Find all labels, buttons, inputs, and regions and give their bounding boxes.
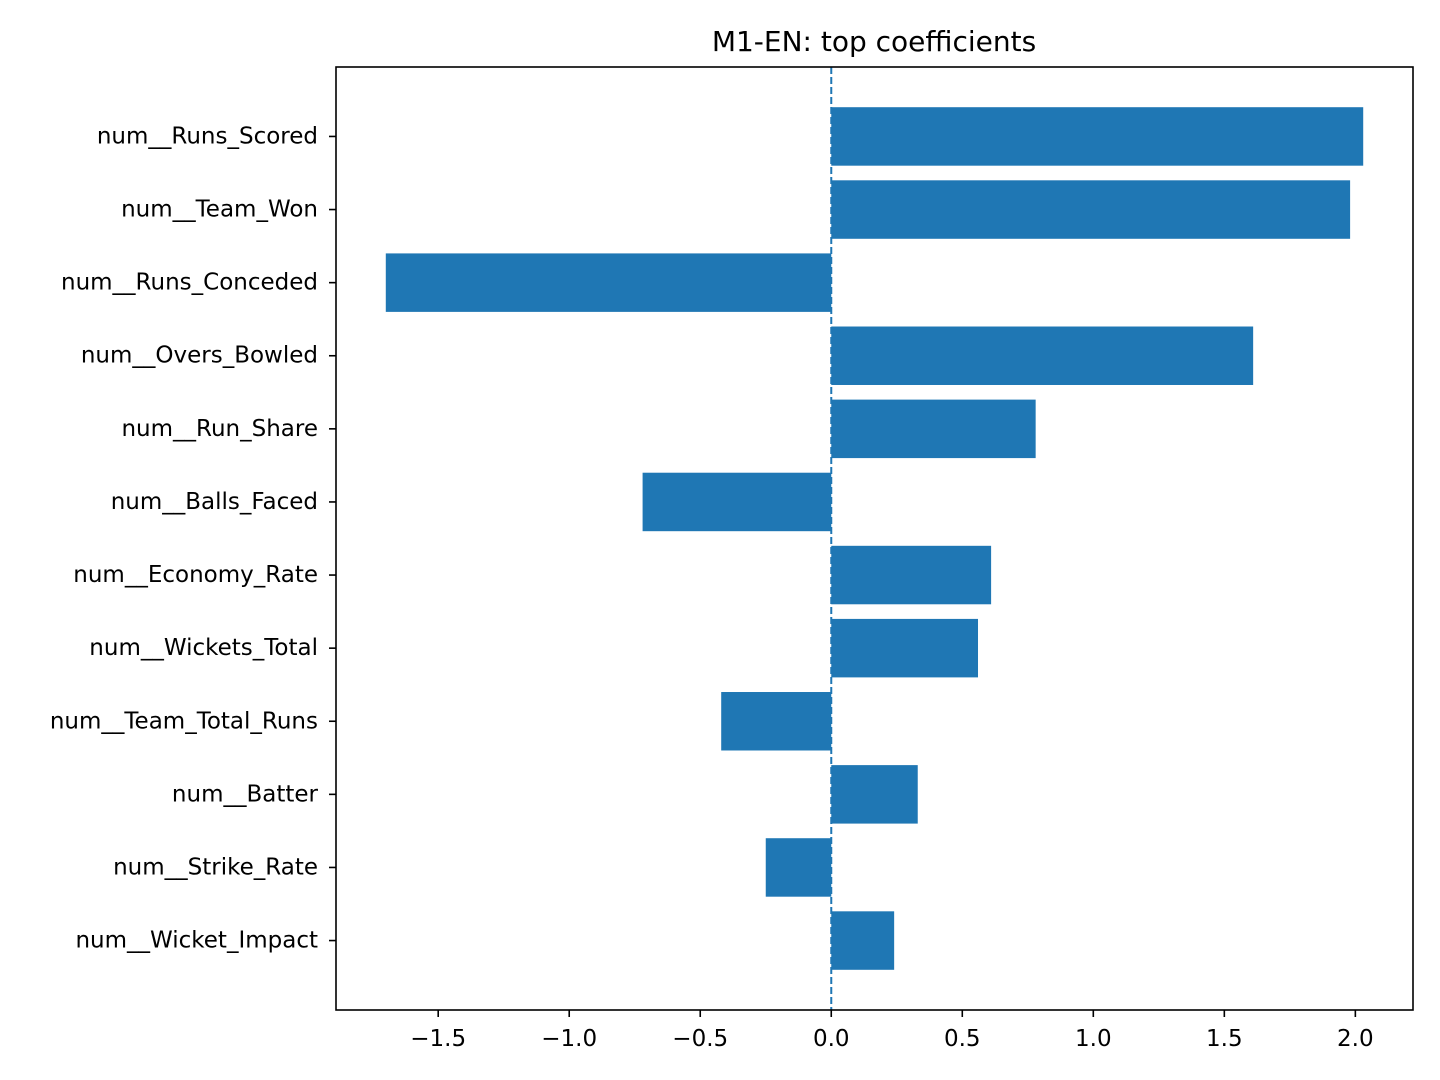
y-tick-label: num__Wickets_Total xyxy=(89,635,318,661)
y-tick-label: num__Runs_Conceded xyxy=(61,270,318,296)
y-tick-label: num__Balls_Faced xyxy=(111,489,318,515)
bar xyxy=(831,911,895,970)
bar xyxy=(642,472,832,532)
y-tick-label: num__Economy_Rate xyxy=(73,562,318,588)
bar xyxy=(765,838,832,897)
y-tick-label: num__Runs_Scored xyxy=(97,123,318,149)
bar xyxy=(831,618,979,678)
bar xyxy=(831,180,1351,239)
bar xyxy=(831,326,1254,385)
x-tick-label: −0.5 xyxy=(672,1026,728,1052)
x-tick-label: 1.5 xyxy=(1206,1026,1243,1052)
bar xyxy=(385,253,832,312)
chart-title: M1-EN: top coefficients xyxy=(712,25,1036,58)
x-tick-label: 0.5 xyxy=(944,1026,981,1052)
bar xyxy=(831,545,992,605)
x-tick-label: 1.0 xyxy=(1075,1026,1112,1052)
y-tick-label: num__Team_Won xyxy=(121,197,318,223)
x-tick-label: 0.0 xyxy=(813,1026,850,1052)
y-tick-label: num__Strike_Rate xyxy=(113,854,318,880)
y-tick-label: num__Run_Share xyxy=(121,416,318,442)
bar xyxy=(831,107,1364,166)
bars-layer xyxy=(385,107,1364,970)
x-ticks-layer: −1.5 −1.0 −0.5 0.0 0.5 1.0 1.5 2.0 xyxy=(410,1010,1374,1052)
y-tick-label: num__Team_Total_Runs xyxy=(50,708,318,734)
axes-frame xyxy=(335,66,1414,1011)
y-tick-label: num__Overs_Bowled xyxy=(81,343,318,369)
bar xyxy=(831,765,918,824)
y-ticks-layer: num__Runs_Scored num__Team_Won num__Runs_C… xyxy=(50,123,336,954)
x-tick-label: −1.0 xyxy=(541,1026,597,1052)
axes-layer xyxy=(335,66,1414,1011)
x-tick-label: 2.0 xyxy=(1337,1026,1374,1052)
x-tick-label: −1.5 xyxy=(410,1026,466,1052)
y-tick-label: num__Wicket_Impact xyxy=(75,928,318,954)
y-tick-label: num__Batter xyxy=(172,781,319,807)
bar xyxy=(721,692,832,751)
bar xyxy=(831,399,1036,459)
